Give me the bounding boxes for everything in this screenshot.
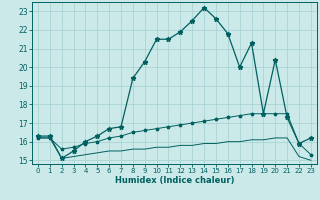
X-axis label: Humidex (Indice chaleur): Humidex (Indice chaleur) — [115, 176, 234, 185]
